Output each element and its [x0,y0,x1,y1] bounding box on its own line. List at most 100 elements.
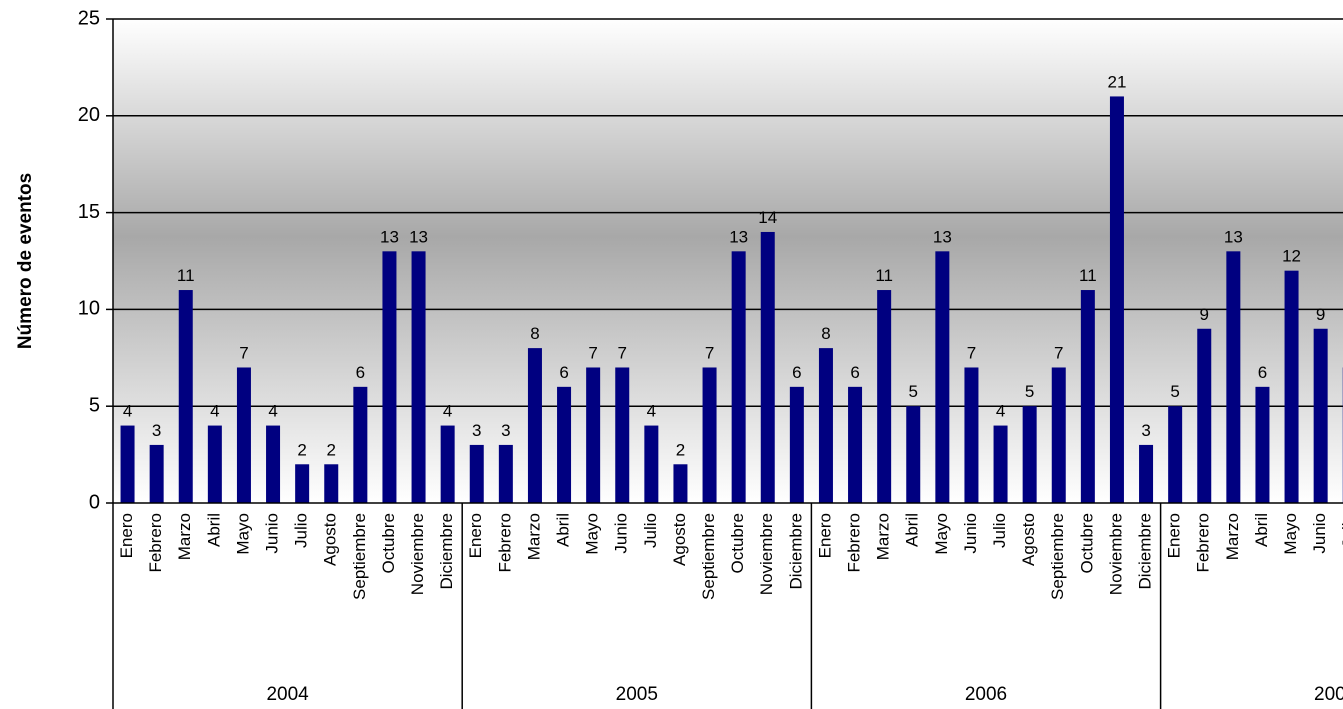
category-label: Abril [554,513,573,547]
bar [935,251,950,503]
bar [760,231,775,503]
y-tick-label: 15 [78,201,100,223]
data-labels: 4 3 11 4 7 4 2 2 6 13 13 4 3 3 8 6 7 7 4 2 7 13 14 6 8 6 11 5 13 7 4 5 7… [123,72,1326,459]
bar [906,406,921,503]
category-label: Febrero [1194,513,1213,573]
category-label: Marzo [524,513,543,560]
bar [1080,290,1095,503]
category-label: Marzo [175,513,194,560]
bar [295,464,310,503]
y-axis-label: Número de eventos [15,173,36,349]
bar [673,464,688,503]
category-label: Abril [903,513,922,547]
data-label: 13 [1224,227,1243,246]
data-label: 6 [1258,363,1267,382]
gridlines [113,18,1343,407]
bar [1109,96,1124,503]
category-label: Abril [1252,513,1271,547]
data-label: 13 [933,227,952,246]
data-label: 11 [875,266,893,285]
category-label: Noviembre [1106,513,1125,595]
year-labels: 2004 2005 2006 2007 [266,684,1343,705]
category-label: Mayo [583,513,602,555]
bar [266,425,281,503]
data-label: 3 [152,421,161,440]
category-label: Diciembre [1136,513,1155,590]
data-label: 4 [210,402,219,421]
bars [120,96,1343,503]
category-label: Enero [815,513,834,558]
category-label: Febrero [146,513,165,573]
category-label: Septiembre [699,513,718,600]
category-label: Diciembre [786,513,805,590]
data-label: 12 [1282,247,1301,266]
data-label: 8 [530,324,539,343]
data-label: 6 [559,363,568,382]
y-tick-label: 5 [89,394,100,416]
bar [236,367,251,503]
bar [848,386,863,503]
data-label: 7 [1054,343,1063,362]
data-label: 4 [268,402,277,421]
data-label: 13 [380,227,399,246]
bar [789,386,804,503]
bar [469,444,484,503]
bar [702,367,717,503]
data-label: 6 [850,363,859,382]
data-label: 5 [1025,382,1034,401]
data-label: 6 [356,363,365,382]
data-label: 13 [409,227,428,246]
bar [731,251,746,503]
data-label: 7 [967,343,976,362]
bar [353,386,368,503]
data-label: 7 [588,343,597,362]
category-label: Agosto [321,513,340,566]
bar [382,251,397,503]
bar [324,464,339,503]
category-label: Mayo [1281,513,1300,555]
plot-area [113,19,1343,503]
category-label: Mayo [233,513,252,555]
bar [993,425,1008,503]
category-label: Junio [961,513,980,554]
bar [1022,406,1037,503]
bar [615,367,630,503]
year-label: 2007 [1314,684,1343,705]
data-label: 4 [647,402,656,421]
data-label: 2 [676,440,685,459]
category-label: Enero [1165,513,1184,558]
bar [877,290,892,503]
category-label: Junio [1310,513,1329,554]
bar [411,251,426,503]
bar [440,425,455,503]
bar [149,444,164,503]
bar [586,367,601,503]
bar [1284,270,1299,503]
bar [1197,328,1212,503]
data-label: 21 [1107,72,1126,91]
category-label: Diciembre [437,513,456,590]
year-label: 2005 [616,684,658,705]
y-tick-label: 10 [78,298,100,320]
category-label: Julio [990,513,1009,548]
data-label: 3 [472,421,481,440]
y-tick-label: 25 [78,7,100,29]
bar [178,290,193,503]
data-label: 3 [1141,421,1150,440]
bar [1255,386,1270,503]
bar [207,425,222,503]
category-label: Abril [204,513,223,547]
category-label: Febrero [845,513,864,573]
data-label: 2 [327,440,336,459]
data-label: 2 [297,440,306,459]
data-label: 4 [996,402,1005,421]
category-label: Enero [466,513,485,558]
data-label: 4 [123,402,132,421]
bar [644,425,659,503]
category-label: Octubre [728,513,747,573]
category-label: Noviembre [757,513,776,595]
category-label: Mayo [932,513,951,555]
bar [1313,328,1328,503]
data-label: 6 [792,363,801,382]
